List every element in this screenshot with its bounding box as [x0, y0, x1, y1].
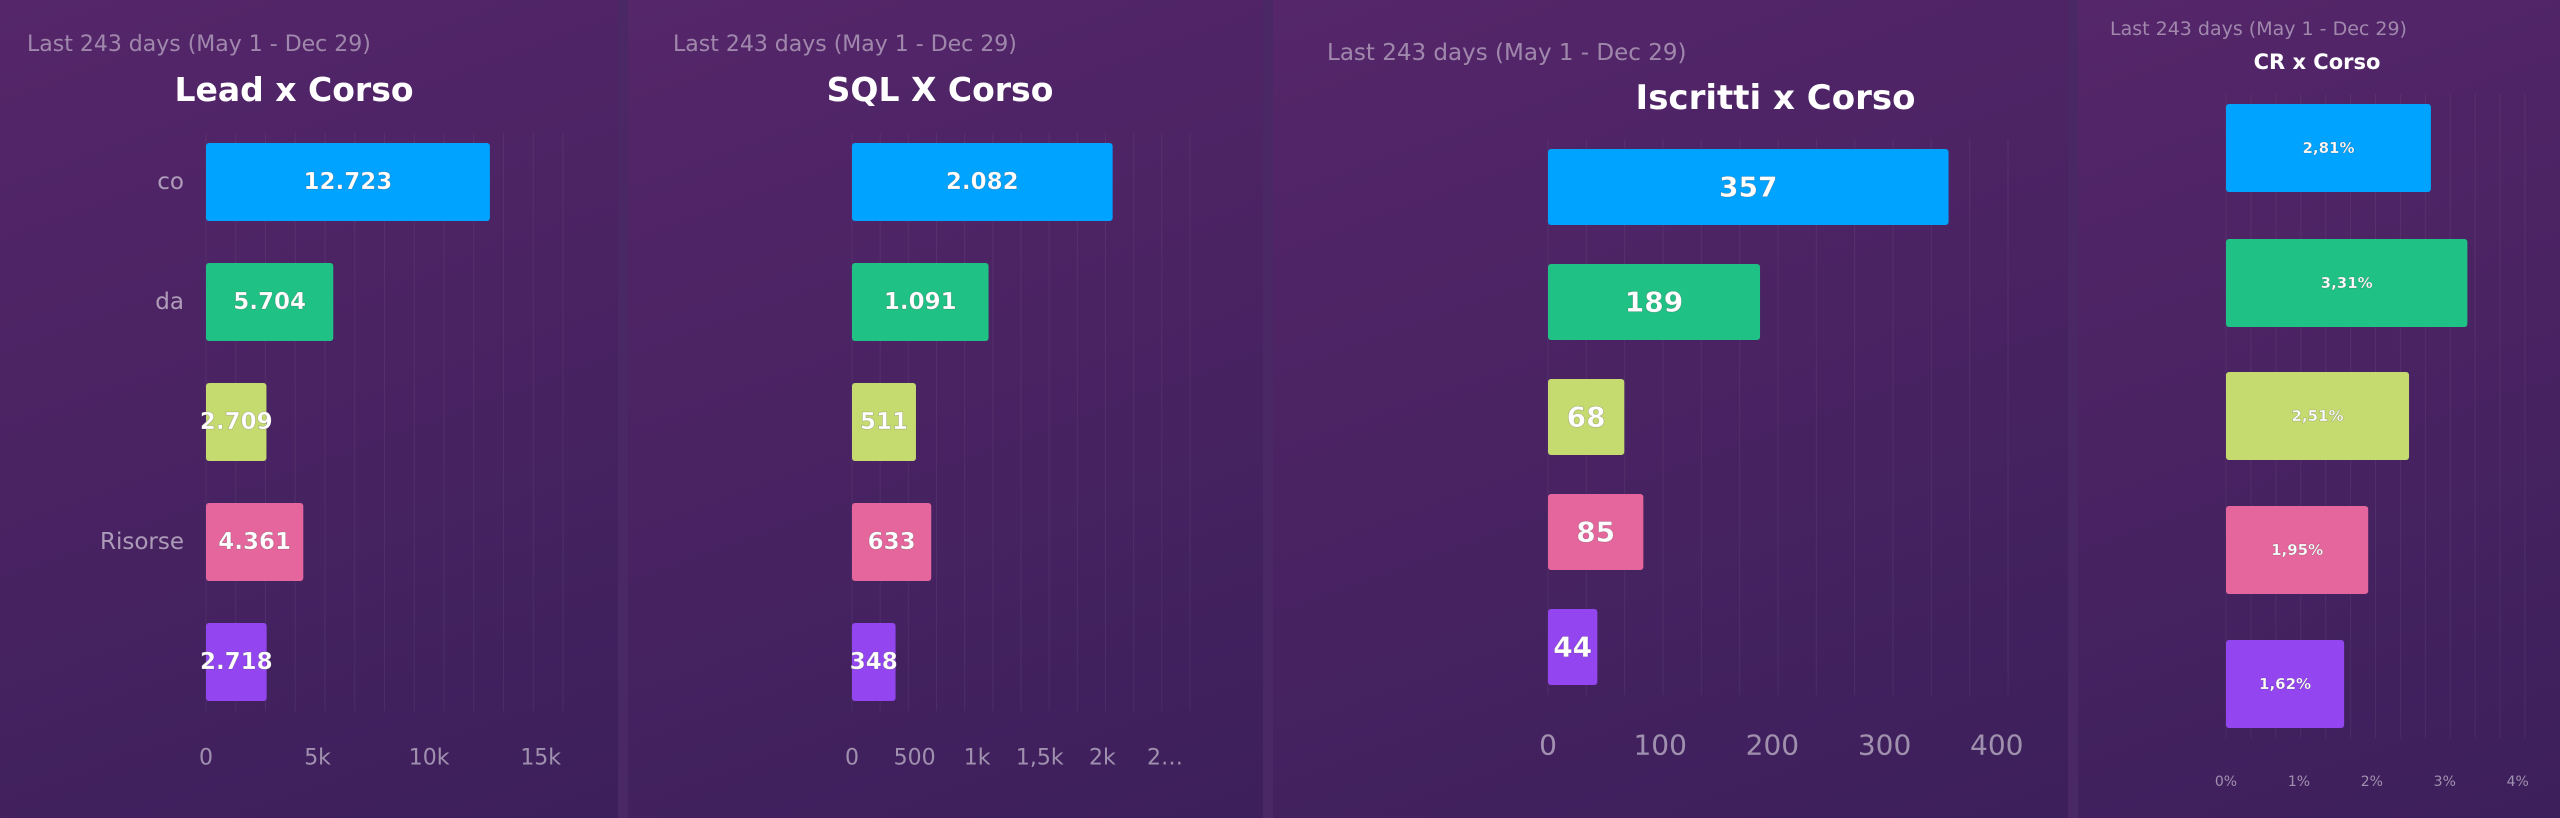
- chart-panel-lead: Last 243 days (May 1 - Dec 29) Lead x Co…: [0, 0, 618, 818]
- bar: [852, 263, 989, 341]
- chart-title: Iscritti x Corso: [1635, 78, 1916, 118]
- bar-value-label: 2,81%: [2302, 139, 2354, 157]
- x-tick-label: 0: [1539, 729, 1557, 762]
- x-tick-label: 2%: [2361, 774, 2383, 790]
- bar: [1548, 379, 1625, 455]
- x-tick-label: 0: [845, 746, 859, 771]
- bar: [2226, 239, 2468, 327]
- x-tick-label: 2k: [1089, 746, 1116, 771]
- chart-panel-sql: Last 243 days (May 1 - Dec 29) SQL X Cor…: [628, 0, 1263, 818]
- bar-value-label: 2,51%: [2291, 407, 2343, 425]
- category-label: co: [157, 169, 184, 195]
- bar: [2226, 506, 2369, 594]
- bar: [206, 143, 490, 221]
- x-tick-label: 10k: [409, 746, 450, 771]
- x-tick-label: 15k: [520, 746, 561, 771]
- chart-title: SQL X Corso: [826, 70, 1054, 109]
- bar: [852, 503, 932, 581]
- bar-chart-sql: 2.082 1.091 511 633 348 0 500 1k 1,5k 2k 2…: [845, 133, 1191, 771]
- bar-value-label: 189: [1625, 286, 1683, 319]
- bar: [2226, 372, 2410, 460]
- bar-value-label: 85: [1576, 516, 1615, 549]
- bar-value-label: 511: [860, 409, 908, 435]
- x-tick-label: 3%: [2434, 774, 2456, 790]
- bar-value-label: 1.091: [884, 289, 957, 315]
- bar: [852, 383, 916, 461]
- bar-value-label: 68: [1567, 401, 1606, 434]
- bar-chart-iscritti: 357 189 68 85 44 0 100 200 300 400: [1539, 139, 2024, 762]
- chart-panel-iscritti: Last 243 days (May 1 - Dec 29) Iscritti …: [1273, 0, 2068, 818]
- bar-value-label: 44: [1553, 631, 1592, 664]
- bar: [2226, 640, 2345, 728]
- bar-value-label: 3,31%: [2321, 274, 2373, 292]
- bar-value-label: 357: [1719, 171, 1777, 204]
- bar-value-label: 12.723: [304, 169, 393, 195]
- bar: [206, 263, 334, 341]
- chart-period: Last 243 days (May 1 - Dec 29): [1327, 40, 1687, 66]
- category-label: Risorse: [100, 529, 184, 555]
- bar-value-label: 348: [850, 649, 898, 675]
- chart-period: Last 243 days (May 1 - Dec 29): [2110, 18, 2407, 40]
- bar: [1548, 494, 1644, 570]
- bar-chart-lead: 12.723 co 5.704 da 2.709 4.361 Risorse 2.718 0 5k…: [100, 133, 564, 771]
- bar-value-label: 5.704: [233, 289, 306, 315]
- x-tick-label: 400: [1970, 729, 2023, 762]
- category-label: da: [155, 289, 184, 315]
- bar-value-label: 4.361: [218, 529, 291, 555]
- bar-value-label: 2.709: [200, 409, 273, 435]
- bar: [852, 623, 896, 701]
- x-tick-label: 0%: [2215, 774, 2237, 790]
- chart-panel-cr: Last 243 days (May 1 - Dec 29) CR x Cors…: [2078, 0, 2560, 818]
- bar: [1548, 149, 1949, 225]
- x-tick-label: 1%: [2288, 774, 2310, 790]
- chart-title: Lead x Corso: [174, 70, 414, 109]
- x-tick-label: 200: [1746, 729, 1799, 762]
- bar: [1548, 609, 1598, 685]
- bar-value-label: 1,95%: [2271, 541, 2323, 559]
- bar: [1548, 264, 1761, 340]
- x-tick-label: 1k: [964, 746, 991, 771]
- chart-period: Last 243 days (May 1 - Dec 29): [673, 32, 1017, 57]
- x-tick-label: 1,5k: [1016, 746, 1064, 771]
- bar-value-label: 2.082: [946, 169, 1019, 195]
- x-tick-label: 300: [1858, 729, 1911, 762]
- x-tick-label: 100: [1633, 729, 1686, 762]
- x-tick-label: 5k: [304, 746, 331, 771]
- bar-value-label: 633: [868, 529, 916, 555]
- bar: [206, 383, 267, 461]
- x-tick-label: 0: [199, 746, 213, 771]
- bar: [2226, 104, 2431, 192]
- bar: [206, 503, 304, 581]
- x-tick-label: 4%: [2507, 774, 2529, 790]
- x-tick-label: 500: [894, 746, 936, 771]
- bar-value-label: 2.718: [200, 649, 273, 675]
- chart-period: Last 243 days (May 1 - Dec 29): [27, 32, 371, 57]
- bar-chart-cr: 2,81% 3,31% 2,51% 1,95% 1,62% 0% 1% 2% 3% 4%: [2215, 94, 2529, 790]
- chart-title: CR x Corso: [2253, 50, 2381, 74]
- bar-value-label: 1,62%: [2259, 675, 2311, 693]
- x-tick-label: 2…: [1147, 746, 1183, 771]
- bar: [852, 143, 1113, 221]
- bar: [206, 623, 267, 701]
